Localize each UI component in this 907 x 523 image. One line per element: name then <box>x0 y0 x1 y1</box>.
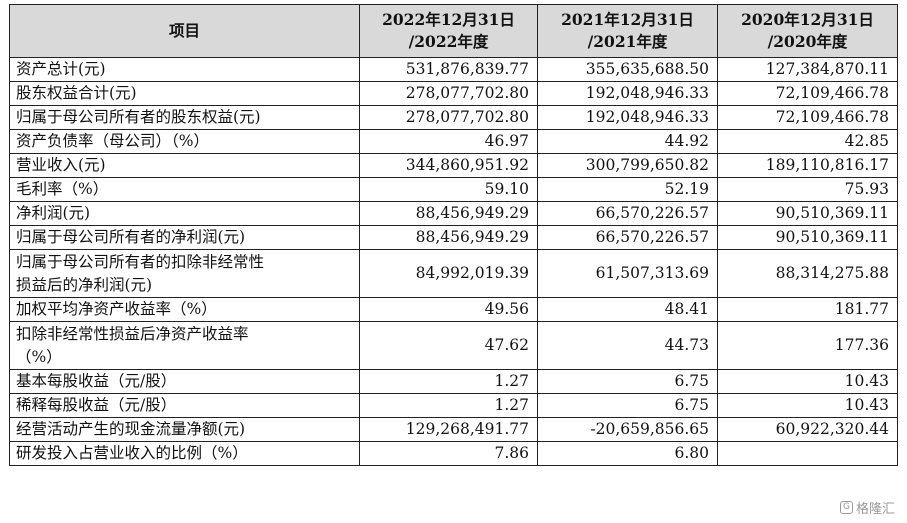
watermark-text: 格隆汇 <box>855 502 895 517</box>
value-2022: 49.56 <box>359 297 538 322</box>
value-2022: 84,992,019.39 <box>359 249 538 298</box>
value-2020: 127,384,870.11 <box>717 57 898 82</box>
row-label: 净利润(元) <box>9 201 360 226</box>
value-2021: 192,048,946.33 <box>537 81 718 106</box>
row-label: 股东权益合计(元) <box>9 81 360 106</box>
row-label-line1: 扣除非经常性损益后净资产收益率 <box>16 324 249 343</box>
value-2020: 181.77 <box>717 297 898 322</box>
header-2021: 2021年12月31日 /2021年度 <box>537 4 718 58</box>
table-row: 经营活动产生的现金流量净额(元) 129,268,491.77 -20,659,… <box>9 417 898 442</box>
row-label: 稀释每股收益（元/股） <box>9 393 360 418</box>
value-2020: 90,510,369.11 <box>717 201 898 226</box>
value-2022: 278,077,702.80 <box>359 81 538 106</box>
value-2021: 61,507,313.69 <box>537 249 718 298</box>
header-2021-year: /2021年度 <box>587 32 668 51</box>
value-2022: 59.10 <box>359 177 538 202</box>
financial-data-table: 项目 2022年12月31日 /2022年度 2021年12月31日 /2021… <box>9 4 898 466</box>
header-item: 项目 <box>9 4 360 58</box>
table-row: 归属于母公司所有者的扣除非经常性 损益后的净利润(元) 84,992,019.3… <box>9 249 898 298</box>
value-2021: 44.92 <box>537 129 718 154</box>
row-label: 资产总计(元) <box>9 57 360 82</box>
value-2021: 66,570,226.57 <box>537 201 718 226</box>
header-2020-year: /2020年度 <box>767 32 848 51</box>
value-2021: 48.41 <box>537 297 718 322</box>
value-2020 <box>717 441 898 466</box>
value-2022: 278,077,702.80 <box>359 105 538 130</box>
value-2021: 192,048,946.33 <box>537 105 718 130</box>
table-row: 净利润(元) 88,456,949.29 66,570,226.57 90,51… <box>9 201 898 226</box>
table-row: 资产总计(元) 531,876,839.77 355,635,688.50 12… <box>9 57 898 82</box>
row-label: 营业收入(元) <box>9 153 360 178</box>
value-2020: 189,110,816.17 <box>717 153 898 178</box>
value-2022: 1.27 <box>359 393 538 418</box>
table-row: 稀释每股收益（元/股） 1.27 6.75 10.43 <box>9 393 898 418</box>
value-2021: 6.75 <box>537 393 718 418</box>
table-row: 股东权益合计(元) 278,077,702.80 192,048,946.33 … <box>9 81 898 106</box>
value-2020: 72,109,466.78 <box>717 81 898 106</box>
table-row: 归属于母公司所有者的净利润(元) 88,456,949.29 66,570,22… <box>9 225 898 250</box>
value-2020: 177.36 <box>717 321 898 370</box>
header-2022: 2022年12月31日 /2022年度 <box>359 4 538 58</box>
value-2021: 355,635,688.50 <box>537 57 718 82</box>
header-2022-year: /2022年度 <box>408 32 489 51</box>
table-row: 资产负债率（母公司）（%） 46.97 44.92 42.85 <box>9 129 898 154</box>
value-2022: 88,456,949.29 <box>359 225 538 250</box>
value-2020: 60,922,320.44 <box>717 417 898 442</box>
row-label: 经营活动产生的现金流量净额(元) <box>9 417 360 442</box>
watermark: G 格隆汇 <box>839 498 895 517</box>
row-label-line2: （%） <box>16 347 62 366</box>
table-row: 加权平均净资产收益率（%） 49.56 48.41 181.77 <box>9 297 898 322</box>
table-row: 归属于母公司所有者的股东权益(元) 278,077,702.80 192,048… <box>9 105 898 130</box>
value-2021: 6.75 <box>537 369 718 394</box>
table-row: 扣除非经常性损益后净资产收益率 （%） 47.62 44.73 177.36 <box>9 321 898 370</box>
row-label-line1: 归属于母公司所有者的扣除非经常性 <box>16 252 265 271</box>
row-label: 研发投入占营业收入的比例（%） <box>9 441 360 466</box>
value-2022: 1.27 <box>359 369 538 394</box>
table-row: 毛利率（%） 59.10 52.19 75.93 <box>9 177 898 202</box>
header-2020-date: 2020年12月31日 <box>741 10 874 29</box>
value-2022: 46.97 <box>359 129 538 154</box>
value-2021: 300,799,650.82 <box>537 153 718 178</box>
value-2022: 129,268,491.77 <box>359 417 538 442</box>
value-2020: 10.43 <box>717 393 898 418</box>
row-label: 扣除非经常性损益后净资产收益率 （%） <box>9 321 360 370</box>
table-row: 营业收入(元) 344,860,951.92 300,799,650.82 18… <box>9 153 898 178</box>
row-label: 资产负债率（母公司）（%） <box>9 129 360 154</box>
gelonghui-logo-icon: G <box>839 501 853 514</box>
table-row: 基本每股收益（元/股） 1.27 6.75 10.43 <box>9 369 898 394</box>
value-2022: 7.86 <box>359 441 538 466</box>
value-2022: 88,456,949.29 <box>359 201 538 226</box>
row-label: 归属于母公司所有者的股东权益(元) <box>9 105 360 130</box>
row-label: 毛利率（%） <box>9 177 360 202</box>
value-2020: 88,314,275.88 <box>717 249 898 298</box>
table-row: 研发投入占营业收入的比例（%） 7.86 6.80 <box>9 441 898 466</box>
value-2020: 90,510,369.11 <box>717 225 898 250</box>
header-2022-date: 2022年12月31日 <box>382 10 515 29</box>
row-label: 归属于母公司所有者的净利润(元) <box>9 225 360 250</box>
financial-table-container: 项目 2022年12月31日 /2022年度 2021年12月31日 /2021… <box>9 4 898 466</box>
row-label: 归属于母公司所有者的扣除非经常性 损益后的净利润(元) <box>9 249 360 298</box>
header-2020: 2020年12月31日 /2020年度 <box>717 4 898 58</box>
value-2020: 42.85 <box>717 129 898 154</box>
header-row: 项目 2022年12月31日 /2022年度 2021年12月31日 /2021… <box>9 4 898 58</box>
row-label: 加权平均净资产收益率（%） <box>9 297 360 322</box>
value-2021: 52.19 <box>537 177 718 202</box>
value-2021: 44.73 <box>537 321 718 370</box>
value-2021: -20,659,856.65 <box>537 417 718 442</box>
value-2022: 344,860,951.92 <box>359 153 538 178</box>
value-2021: 6.80 <box>537 441 718 466</box>
row-label-line2: 损益后的净利润(元) <box>16 275 153 294</box>
value-2020: 72,109,466.78 <box>717 105 898 130</box>
value-2021: 66,570,226.57 <box>537 225 718 250</box>
row-label: 基本每股收益（元/股） <box>9 369 360 394</box>
value-2022: 531,876,839.77 <box>359 57 538 82</box>
header-2021-date: 2021年12月31日 <box>561 10 694 29</box>
value-2020: 10.43 <box>717 369 898 394</box>
value-2022: 47.62 <box>359 321 538 370</box>
value-2020: 75.93 <box>717 177 898 202</box>
